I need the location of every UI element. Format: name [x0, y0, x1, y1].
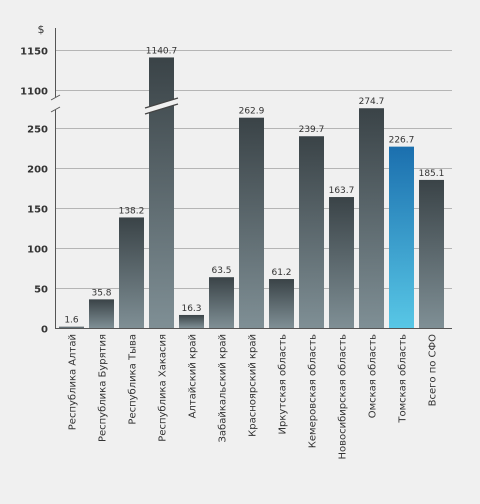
bar: [209, 277, 234, 328]
bar: [389, 146, 414, 328]
y-tick-label: 0: [41, 325, 48, 336]
data-label: 239.7: [299, 125, 325, 135]
bars: [59, 57, 444, 329]
bar: [179, 314, 204, 328]
y-tick-label: 150: [27, 205, 48, 216]
data-label: 1.6: [64, 316, 79, 326]
data-label: 138.2: [119, 206, 145, 216]
x-tick-label: Республика Алтай: [68, 334, 79, 430]
bar: [329, 197, 354, 328]
x-tick-label: Алтайский край: [188, 334, 199, 418]
x-tick-label: Всего по СФО: [428, 334, 439, 406]
x-tick-label: Новосибирская область: [338, 334, 349, 460]
bar: [299, 136, 324, 328]
x-tick-label: Омская область: [368, 334, 379, 418]
x-tick-label: Республика Хакасия: [158, 334, 169, 442]
bar-break-gap: [145, 98, 178, 114]
bar: [269, 279, 294, 328]
data-label: 16.3: [181, 304, 201, 314]
x-tick-label: Республика Бурятия: [98, 334, 109, 442]
y-tick-label: 1150: [20, 47, 48, 58]
y-unit-label: $: [38, 23, 45, 36]
data-label: 35.8: [91, 288, 111, 298]
bar: [359, 108, 384, 329]
bar: [149, 57, 174, 328]
labels: 0 50 100 150 200 250 1100 1150 1.6 Республика Алт…: [20, 46, 444, 459]
y-tick-label: 1100: [20, 87, 48, 98]
bar: [89, 299, 114, 328]
data-label: 163.7: [329, 186, 355, 196]
x-tick-label: Республика Тыва: [128, 334, 139, 425]
bar: [119, 217, 144, 328]
data-label: 61.2: [271, 268, 291, 278]
y-tick-label: 100: [27, 245, 48, 256]
x-tick-label: Забайкальский край: [218, 334, 229, 443]
y-tick-label: 200: [27, 165, 48, 176]
bar-break-line: [144, 97, 179, 109]
bar: [59, 326, 84, 328]
data-label: 63.5: [211, 266, 231, 276]
axis-break-mark: [50, 106, 61, 113]
axes: [50, 28, 452, 329]
bar: [419, 179, 444, 328]
y-tick-label: 250: [27, 125, 48, 136]
y-tick-label: 50: [34, 285, 48, 296]
data-label: 185.1: [419, 169, 445, 179]
data-label: 262.9: [239, 107, 265, 117]
x-tick-label: Красноярский край: [248, 334, 259, 437]
bar-break-line: [144, 103, 179, 115]
x-tick-label: Кемеровская область: [308, 334, 319, 448]
bar: [239, 117, 264, 329]
x-tick-label: Иркутская область: [278, 334, 289, 435]
x-tick-label: Томская область: [398, 334, 409, 424]
data-label: 274.7: [359, 97, 385, 107]
axis-break-mark: [50, 94, 61, 101]
data-label: 226.7: [389, 136, 415, 146]
data-label: 1140.7: [146, 46, 178, 56]
